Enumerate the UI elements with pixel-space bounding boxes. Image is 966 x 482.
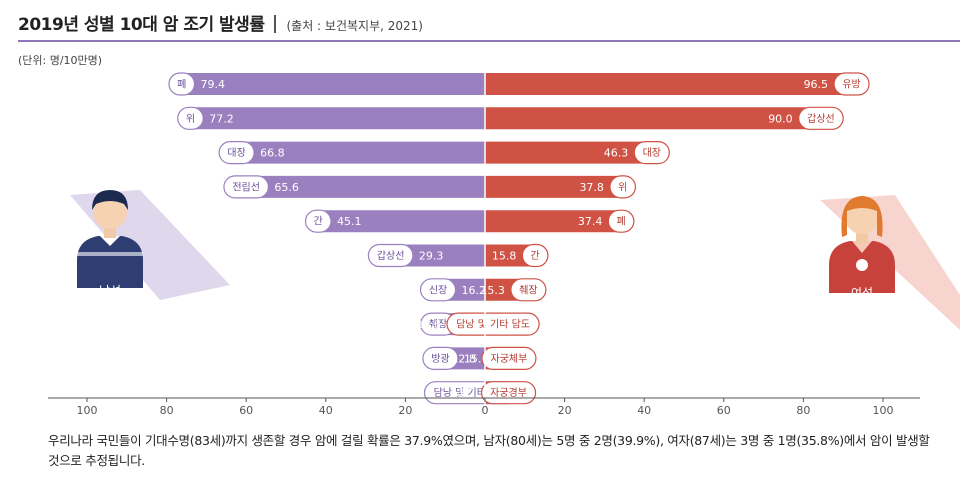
male-category-label: 신장 bbox=[429, 284, 447, 296]
male-label: 남성 bbox=[99, 284, 121, 298]
figure-neck bbox=[104, 226, 116, 238]
female-category-pill bbox=[633, 141, 670, 165]
female-value-label: 15.3 bbox=[480, 284, 505, 297]
female-label: 여성 bbox=[851, 286, 873, 300]
female-category-label: 담낭 및 기타 담도 bbox=[456, 319, 530, 331]
unit-label: (단위: 명/10만명) bbox=[18, 54, 103, 67]
male-value-label: 79.4 bbox=[200, 78, 225, 91]
figure-head bbox=[93, 195, 127, 229]
female-value-label: 96.5 bbox=[804, 78, 829, 91]
male-bar bbox=[223, 175, 486, 198]
female-category-pill bbox=[607, 209, 635, 233]
header-rule bbox=[18, 40, 960, 42]
chart-header: 2019년 성별 10대 암 조기 발생률 (출처 : 보건복지부, 2021) bbox=[18, 10, 423, 38]
figure-collar bbox=[852, 241, 872, 253]
source-label: (출처 : 보건복지부, 2021) bbox=[286, 19, 423, 33]
x-tick-label: 20 bbox=[558, 404, 572, 417]
male-category-label: 전립선 bbox=[232, 180, 260, 193]
x-tick-label: 20 bbox=[398, 404, 412, 417]
male-category-pill bbox=[422, 346, 459, 370]
x-tick-label: 40 bbox=[319, 404, 333, 417]
male-category-label: 폐 bbox=[177, 79, 186, 91]
female-category-pill bbox=[521, 243, 549, 268]
male-bar bbox=[168, 73, 485, 95]
x-tick-label: 60 bbox=[717, 404, 731, 417]
female-value-label: 15.8 bbox=[492, 250, 517, 263]
female-bar bbox=[485, 175, 636, 198]
male-value-label: 16.2 bbox=[462, 284, 487, 297]
female-category-label: 자궁경부 bbox=[490, 386, 527, 399]
male-category-pill bbox=[218, 141, 255, 165]
male-category-pill bbox=[168, 72, 196, 96]
male-value-label: 65.6 bbox=[274, 181, 299, 194]
figure-hair bbox=[841, 196, 883, 237]
male-category-pill bbox=[177, 106, 204, 130]
female-category-pill bbox=[481, 346, 537, 370]
female-category-pill bbox=[833, 72, 870, 96]
female-category-label: 췌장 bbox=[519, 284, 537, 296]
female-category-pill bbox=[609, 175, 637, 199]
female-category-label: 대장 bbox=[643, 147, 661, 159]
male-bar bbox=[305, 210, 485, 233]
x-tick-label: 80 bbox=[796, 404, 810, 417]
male-category-pill bbox=[419, 278, 457, 302]
figure-collar bbox=[100, 236, 120, 246]
male-category-pill bbox=[367, 243, 414, 268]
male-category-label: 갑상선 bbox=[377, 250, 405, 262]
female-bar bbox=[485, 107, 844, 130]
figure-body bbox=[77, 236, 143, 288]
female-figure bbox=[820, 195, 960, 330]
female-value-label: 12.8 bbox=[451, 352, 476, 365]
male-value-label: 77.2 bbox=[209, 112, 234, 125]
female-category-pill bbox=[446, 312, 540, 336]
title-separator bbox=[274, 15, 277, 33]
male-category-pill bbox=[304, 209, 332, 233]
male-category-label: 위 bbox=[186, 112, 195, 125]
female-category-label: 폐 bbox=[617, 216, 626, 228]
female-value-label: 90.0 bbox=[768, 112, 793, 125]
male-category-pill bbox=[223, 175, 270, 199]
male-category-label: 방광 bbox=[431, 353, 449, 365]
female-category-label: 유방 bbox=[842, 79, 860, 91]
female-category-label: 갑상선 bbox=[807, 113, 835, 125]
figure-neck bbox=[856, 231, 868, 243]
male-value-label: 29.3 bbox=[419, 250, 444, 263]
male-category-label: 간 bbox=[314, 216, 323, 228]
female-value-label: 46.3 bbox=[604, 147, 629, 160]
figure-hair bbox=[92, 190, 128, 210]
x-tick-label: 60 bbox=[239, 404, 253, 417]
butterfly-chart: 남성 여성 폐 79.4 유방 96.5 위 77.2 갑상선 90.0 대장 66.8 대장 46.3 전… bbox=[48, 72, 960, 417]
figure-stripe bbox=[77, 252, 143, 256]
male-bar bbox=[219, 141, 485, 164]
x-tick-label: 80 bbox=[160, 404, 174, 417]
female-category-pill bbox=[510, 278, 547, 302]
male-category-label: 대장 bbox=[227, 147, 245, 159]
female-value-label: 12.7 bbox=[451, 387, 476, 400]
male-value-label: 66.8 bbox=[260, 147, 285, 160]
female-category-pill bbox=[798, 106, 844, 130]
female-category-label: 자궁체부 bbox=[491, 353, 528, 365]
female-value-label: 13.6 bbox=[417, 318, 442, 331]
female-bar bbox=[485, 210, 634, 233]
male-figure bbox=[70, 190, 230, 300]
male-category-label: 췌장 bbox=[429, 319, 447, 331]
female-value-label: 37.4 bbox=[578, 215, 603, 228]
x-tick-label: 0 bbox=[482, 404, 489, 417]
female-category-label: 위 bbox=[618, 180, 627, 193]
x-tick-label: 40 bbox=[637, 404, 651, 417]
chart-title: 2019년 성별 10대 암 조기 발생률 bbox=[18, 15, 265, 35]
female-value-label: 37.8 bbox=[579, 181, 604, 194]
male-bar bbox=[177, 107, 485, 130]
footnote: 우리나라 국민들이 기대수명(83세)까지 생존할 경우 암에 걸릴 확률은 3… bbox=[48, 433, 930, 468]
female-category-label: 간 bbox=[531, 250, 540, 262]
x-tick-label: 100 bbox=[77, 404, 98, 417]
star-icon bbox=[856, 259, 868, 271]
x-tick-label: 100 bbox=[873, 404, 894, 417]
male-value-label: 45.1 bbox=[337, 215, 362, 228]
female-bar bbox=[485, 141, 670, 164]
female-bar bbox=[485, 73, 870, 95]
